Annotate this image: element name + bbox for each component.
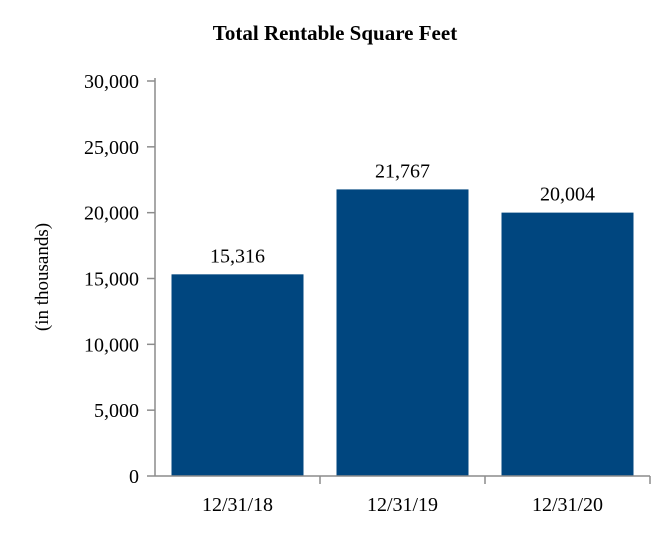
bar-value-label: 15,316 bbox=[210, 245, 265, 267]
x-tick-label: 12/31/19 bbox=[367, 494, 438, 516]
chart-title: Total Rentable Square Feet bbox=[213, 21, 457, 45]
bar bbox=[171, 274, 304, 476]
y-axis-title: (in thousands) bbox=[32, 223, 53, 331]
bars-group: 15,316 21,767 20,004 bbox=[171, 160, 634, 476]
y-tick-label: 5,000 bbox=[94, 400, 139, 422]
bar bbox=[501, 212, 634, 476]
bar bbox=[336, 189, 469, 476]
x-tick-label: 12/31/20 bbox=[532, 494, 603, 516]
y-tick-label: 0 bbox=[129, 466, 139, 488]
y-axis: 0 5,000 10,000 15,000 20,000 25,000 30,000 bbox=[84, 71, 155, 488]
x-axis: 12/31/18 12/31/19 12/31/20 bbox=[202, 476, 651, 516]
y-tick-label: 20,000 bbox=[84, 203, 139, 225]
bar-value-label: 21,767 bbox=[375, 160, 430, 182]
x-tick-label: 12/31/18 bbox=[202, 494, 273, 516]
bar-value-label: 20,004 bbox=[540, 184, 595, 206]
y-tick-label: 25,000 bbox=[84, 137, 139, 159]
y-tick-label: 10,000 bbox=[84, 334, 139, 356]
y-tick-label: 15,000 bbox=[84, 269, 139, 291]
y-tick-label: 30,000 bbox=[84, 71, 139, 93]
